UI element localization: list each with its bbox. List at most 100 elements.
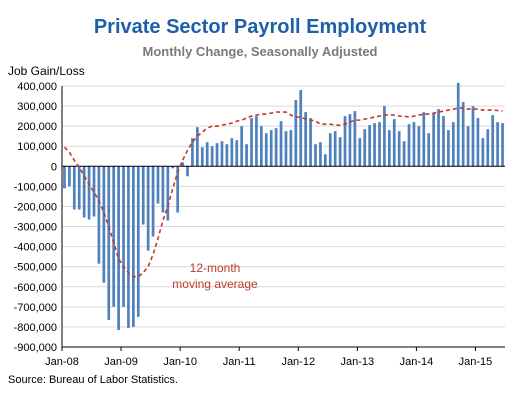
bar bbox=[476, 118, 480, 167]
y-tick-label: 200,000 bbox=[17, 121, 57, 133]
chart-title: Private Sector Payroll Employment bbox=[93, 16, 427, 38]
bar bbox=[383, 106, 386, 167]
source-note: Source: Bureau of Labor Statistics. bbox=[8, 374, 178, 386]
bar bbox=[225, 144, 229, 167]
bar bbox=[309, 118, 312, 167]
y-tick-label: -400,000 bbox=[14, 242, 57, 254]
bar bbox=[279, 121, 283, 167]
bar bbox=[451, 122, 455, 167]
bar bbox=[210, 146, 214, 167]
moving-average-line bbox=[63, 107, 503, 278]
bar bbox=[501, 123, 504, 167]
bar bbox=[97, 166, 101, 264]
chart-subtitle: Monthly Change, Seasonally Adjusted bbox=[142, 44, 378, 59]
bar bbox=[471, 106, 475, 167]
bar bbox=[274, 128, 278, 167]
bar bbox=[461, 102, 465, 167]
bar bbox=[181, 162, 184, 167]
bar bbox=[269, 130, 273, 167]
bar bbox=[319, 142, 322, 167]
bar bbox=[161, 166, 165, 213]
bar bbox=[402, 141, 406, 167]
bar bbox=[343, 116, 347, 167]
bar bbox=[496, 122, 499, 167]
bar bbox=[432, 113, 435, 167]
bar bbox=[333, 131, 337, 167]
bar bbox=[392, 119, 396, 167]
bar bbox=[338, 137, 342, 167]
bar bbox=[122, 166, 125, 307]
bar bbox=[378, 122, 381, 167]
x-tick-label: Jan-15 bbox=[459, 356, 493, 368]
x-tick-label: Jan-14 bbox=[400, 356, 434, 368]
x-tick-label: Jan-12 bbox=[281, 356, 315, 368]
bar bbox=[358, 138, 362, 167]
bar bbox=[442, 116, 445, 167]
x-tick-label: Jan-10 bbox=[163, 356, 197, 368]
bar bbox=[412, 122, 416, 167]
bar bbox=[491, 115, 495, 167]
y-axis-label: Job Gain/Loss bbox=[8, 64, 85, 78]
y-tick-label: 300,000 bbox=[17, 101, 57, 113]
bar bbox=[363, 129, 367, 167]
x-tick-label: Jan-13 bbox=[341, 356, 375, 368]
bar bbox=[255, 116, 258, 167]
bar bbox=[215, 143, 219, 167]
bar bbox=[481, 138, 485, 167]
bar bbox=[230, 138, 234, 167]
bar bbox=[107, 166, 111, 320]
bar bbox=[245, 144, 248, 167]
bar bbox=[196, 127, 199, 167]
y-tick-label: -200,000 bbox=[14, 201, 57, 213]
bar bbox=[166, 166, 170, 221]
bar bbox=[407, 124, 411, 167]
x-tick-label: Jan-08 bbox=[45, 356, 79, 368]
bar bbox=[387, 130, 391, 167]
y-tick-label: -600,000 bbox=[14, 282, 57, 294]
bar bbox=[156, 166, 160, 204]
bar-series bbox=[63, 82, 504, 330]
y-tick-label: -700,000 bbox=[14, 302, 57, 314]
annotation-line-1: 12-month bbox=[190, 261, 241, 275]
bar bbox=[235, 140, 239, 167]
bar bbox=[437, 109, 440, 167]
y-tick-label: -900,000 bbox=[14, 342, 57, 354]
bar bbox=[63, 166, 66, 189]
bar bbox=[112, 166, 116, 307]
bar bbox=[68, 166, 71, 187]
y-tick-label: -100,000 bbox=[14, 181, 57, 193]
bar bbox=[136, 166, 140, 317]
bar bbox=[328, 133, 332, 167]
bar bbox=[102, 166, 106, 283]
bar bbox=[299, 90, 303, 167]
x-tick-labels: Jan-08 Jan-09 Jan-10 Jan-11 Jan-12 Jan-13 Jan-… bbox=[45, 356, 492, 368]
bar bbox=[323, 154, 327, 167]
bar bbox=[205, 142, 209, 167]
y-tick-labels: 400,000 300,000 200,000 100,000 0 -100,000 -20… bbox=[14, 81, 57, 354]
bar bbox=[368, 125, 371, 167]
bar bbox=[171, 166, 175, 169]
bar bbox=[132, 166, 135, 327]
bar bbox=[191, 138, 194, 167]
bar bbox=[466, 126, 470, 167]
y-tick-label: -300,000 bbox=[14, 222, 57, 234]
bar bbox=[151, 166, 155, 237]
bar bbox=[397, 131, 401, 167]
bar bbox=[304, 112, 308, 167]
y-tick-label: -800,000 bbox=[14, 322, 57, 334]
bar bbox=[92, 166, 96, 217]
bar bbox=[422, 112, 426, 167]
bar bbox=[259, 126, 263, 167]
bar bbox=[447, 130, 450, 167]
bar bbox=[72, 166, 76, 210]
y-tick-label: 100,000 bbox=[17, 141, 57, 153]
bar bbox=[348, 114, 352, 167]
bar bbox=[127, 166, 130, 328]
bar bbox=[456, 82, 460, 167]
bar bbox=[284, 131, 288, 167]
bar bbox=[486, 129, 490, 167]
bar bbox=[264, 133, 268, 167]
bar bbox=[250, 118, 253, 167]
bar bbox=[289, 130, 293, 167]
